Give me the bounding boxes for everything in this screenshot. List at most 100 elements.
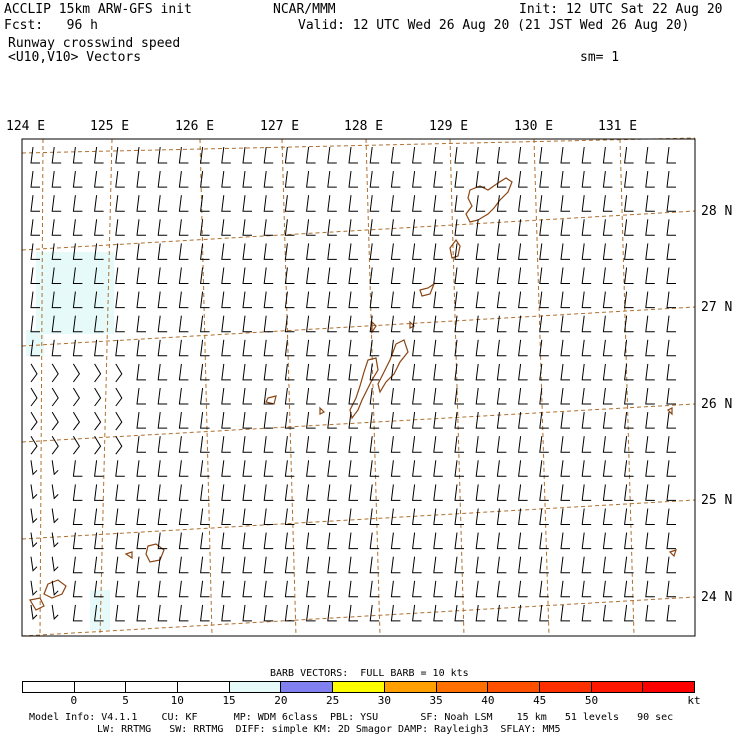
map-frame [21, 138, 696, 637]
wind-barb [539, 508, 549, 525]
wind-barbs [30, 146, 676, 622]
wind-barb [115, 291, 125, 309]
island [419, 282, 436, 297]
wind-barb [221, 339, 231, 357]
wind-barb [624, 315, 634, 333]
lon-label: 129 E [429, 119, 469, 134]
wind-barb [72, 195, 83, 212]
color-scale-cell [74, 682, 127, 692]
wind-barb [157, 291, 168, 309]
parallel-line [21, 306, 696, 347]
wind-barb [115, 315, 125, 333]
wind-barb [454, 339, 464, 357]
wind-barb [518, 171, 528, 188]
wind-barb [136, 339, 146, 357]
wind-barb [327, 339, 337, 357]
model-title: ACCLIP 15km ARW-GFS init [4, 2, 192, 17]
wind-barb [348, 315, 358, 333]
wind-barb [327, 267, 337, 284]
wind-barb [624, 339, 634, 357]
wind-barb [263, 339, 274, 357]
wind-barb [624, 436, 634, 453]
color-scale-tick: 25 [325, 694, 340, 707]
wind-barb [581, 339, 592, 357]
wind-barb [645, 171, 655, 188]
wind-barb [390, 146, 401, 164]
wind-barb [454, 219, 464, 236]
wind-barb [284, 219, 295, 236]
wind-barb [539, 315, 549, 333]
coastlines [29, 177, 677, 611]
wind-barb [242, 363, 252, 381]
wind-barb [390, 219, 401, 236]
wind-barb [221, 556, 231, 574]
wind-barb [221, 387, 231, 405]
wind-barb [94, 195, 104, 212]
wind-barb [390, 315, 401, 333]
wind-barb [390, 195, 401, 212]
wind-barb [263, 412, 274, 429]
wind-barb [518, 412, 528, 429]
wind-barb [94, 267, 104, 284]
wind-barb [51, 146, 62, 164]
lat-label: 25 N [701, 493, 733, 508]
wind-barb [242, 580, 252, 598]
wind-barb [539, 195, 549, 212]
wind-barb [221, 604, 231, 622]
wind-barb [645, 195, 655, 212]
wind-barb [157, 171, 168, 188]
wind-barb [369, 315, 380, 333]
wind-barb [242, 195, 252, 212]
wind-barb [496, 146, 507, 164]
wind-barb [94, 363, 102, 383]
wind-barb [369, 171, 380, 188]
wind-barb [496, 604, 507, 622]
wind-barb [51, 411, 59, 431]
wind-barb [560, 171, 570, 188]
wind-barb [369, 436, 380, 453]
wind-barb [136, 387, 146, 405]
wind-barb [327, 387, 337, 405]
wind-barb [412, 146, 422, 164]
wind-barb [200, 171, 210, 188]
wind-barb [327, 171, 337, 188]
wind-barb [94, 171, 104, 188]
wind-barb [72, 146, 83, 164]
wind-barb [666, 267, 676, 284]
wind-barb [518, 436, 528, 453]
wind-barb [263, 195, 274, 212]
wind-barb [263, 387, 274, 405]
wind-barb [496, 436, 507, 453]
wind-barb [433, 460, 443, 477]
wind-barb [518, 484, 528, 501]
wind-barb [581, 508, 592, 525]
wind-barb [475, 363, 486, 381]
wind-barb [475, 604, 486, 622]
wind-barb [348, 195, 358, 212]
lon-label: 125 E [90, 119, 130, 134]
wind-barb [539, 171, 549, 188]
wind-barb [178, 315, 189, 333]
wind-barb [51, 291, 62, 309]
wind-barb [51, 219, 62, 236]
wind-barb [560, 604, 570, 622]
wind-barb [369, 604, 380, 622]
wind-barb [496, 363, 507, 381]
wind-barb [72, 243, 83, 260]
wind-barb [200, 387, 210, 405]
wind-barb [496, 339, 507, 357]
wind-barb [30, 363, 38, 383]
wind-barb [645, 363, 655, 381]
wind-barb [72, 460, 83, 477]
wind-barb [136, 436, 146, 453]
wind-barb [433, 363, 443, 381]
wind-barb [496, 219, 507, 236]
wind-barb [306, 436, 316, 453]
island [349, 357, 379, 420]
wind-barb [30, 146, 40, 164]
wind-barb [433, 219, 443, 236]
wind-barb [602, 508, 613, 525]
wind-barb [72, 411, 81, 431]
island [371, 320, 377, 334]
wind-barb [157, 219, 168, 236]
